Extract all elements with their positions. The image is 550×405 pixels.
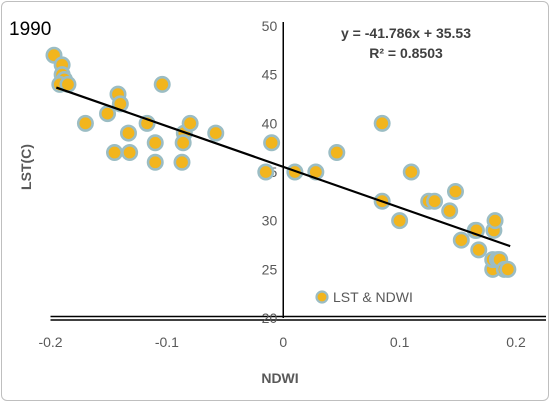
y-axis-title: LST(C) bbox=[18, 144, 34, 190]
data-point-20 bbox=[173, 153, 191, 171]
trendline bbox=[55, 86, 511, 248]
y-tick-label-4: 40 bbox=[262, 115, 278, 131]
data-point-14 bbox=[146, 134, 164, 152]
data-point-34 bbox=[446, 182, 464, 200]
data-point-12 bbox=[119, 124, 137, 142]
x-tick-label-1: -0.1 bbox=[155, 334, 179, 350]
x-tick-label-4: 0.2 bbox=[506, 334, 526, 350]
trendline-equation: y = -41.786x + 35.53 bbox=[341, 25, 471, 41]
data-point-32 bbox=[426, 192, 444, 210]
y-tick-label-6: 50 bbox=[262, 18, 278, 34]
data-point-23 bbox=[263, 134, 281, 152]
x-tick-label-0: -0.2 bbox=[38, 334, 62, 350]
data-point-21 bbox=[207, 124, 225, 142]
scatter-chart: 20253035404550-0.2-0.100.10.2NDWILST(C)1… bbox=[9, 18, 546, 386]
x-axis-title: NDWI bbox=[261, 370, 298, 386]
data-point-29 bbox=[391, 212, 409, 230]
data-point-10 bbox=[106, 144, 124, 162]
x-tick-label-2: 0 bbox=[279, 334, 287, 350]
data-point-33 bbox=[441, 202, 459, 220]
chart-title: 1990 bbox=[9, 19, 51, 40]
data-point-11 bbox=[121, 144, 139, 162]
data-point-16 bbox=[153, 75, 171, 93]
data-point-26 bbox=[328, 144, 346, 162]
legend-label: LST & NDWI bbox=[333, 289, 413, 305]
legend-marker bbox=[315, 290, 329, 304]
data-point-46 bbox=[499, 260, 517, 278]
data-point-7 bbox=[99, 105, 117, 123]
r-squared-label: R² = 0.8503 bbox=[369, 45, 443, 61]
y-tick-label-5: 45 bbox=[262, 67, 278, 83]
data-point-27 bbox=[373, 114, 391, 132]
data-point-22 bbox=[257, 163, 275, 181]
data-point-6 bbox=[76, 114, 94, 132]
data-point-30 bbox=[402, 163, 420, 181]
data-point-35 bbox=[452, 231, 470, 249]
data-point-41 bbox=[486, 212, 504, 230]
y-tick-label-2: 30 bbox=[262, 213, 278, 229]
data-point-18 bbox=[174, 134, 192, 152]
data-point-9 bbox=[111, 95, 129, 113]
data-point-15 bbox=[146, 153, 164, 171]
y-tick-label-0: 20 bbox=[262, 310, 278, 326]
x-tick-label-3: 0.1 bbox=[390, 334, 410, 350]
data-point-19 bbox=[181, 114, 199, 132]
y-tick-label-1: 25 bbox=[262, 261, 278, 277]
data-point-38 bbox=[470, 241, 488, 259]
